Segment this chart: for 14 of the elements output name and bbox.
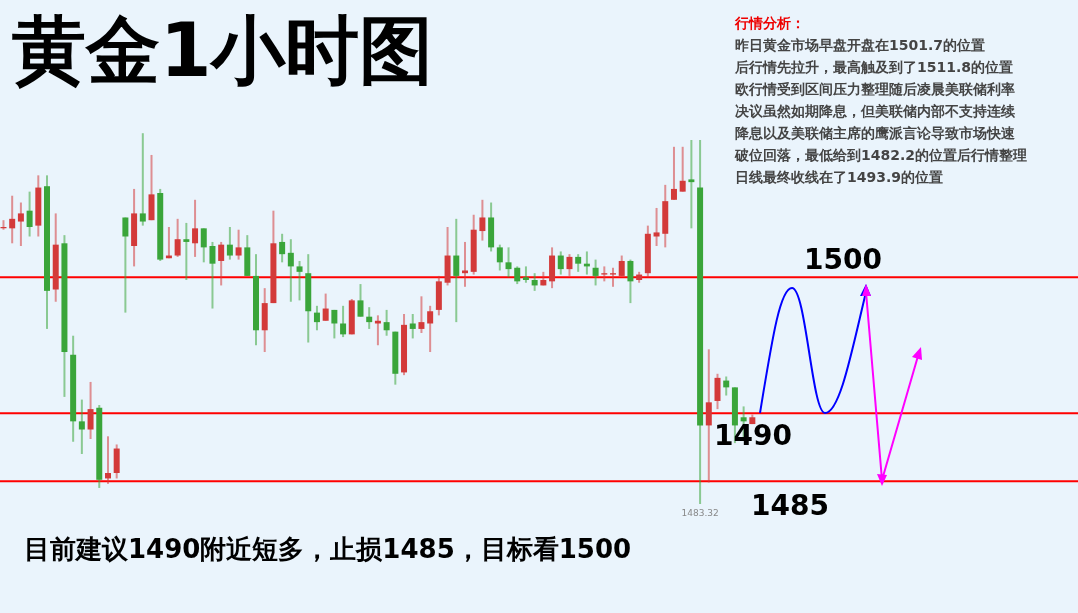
annotation: 1483.32 (681, 507, 719, 518)
annotation: 行情分析： (735, 14, 806, 33)
chart-title: 黄金1小时图 (12, 6, 434, 95)
ref-line-label: 1500 (804, 243, 882, 277)
annotation: 目前建议1490附近短多，止损1485，目标看1500 (24, 533, 632, 566)
annotation: 昨日黄金市场早盘开盘在1501.7的位置 (735, 36, 987, 55)
annotation: 破位回落，最低给到1482.2的位置后行情整理 (735, 146, 1028, 165)
annotation: 决议虽然如期降息，但美联储内部不支持连续 (735, 102, 1016, 121)
ref-line-label: 1490 (714, 419, 792, 453)
annotation: 后行情先拉升，最高触及到了1511.8的位置 (735, 58, 1015, 77)
annotation: 日线最终收线在了1493.9的位置 (735, 168, 945, 187)
annotation: 降息以及美联储主席的鹰派言论导致市场快速 (735, 124, 1016, 143)
annotation: 欧行情受到区间压力整理随后凌晨美联储利率 (735, 80, 1016, 99)
ref-line-label: 1485 (751, 489, 829, 523)
